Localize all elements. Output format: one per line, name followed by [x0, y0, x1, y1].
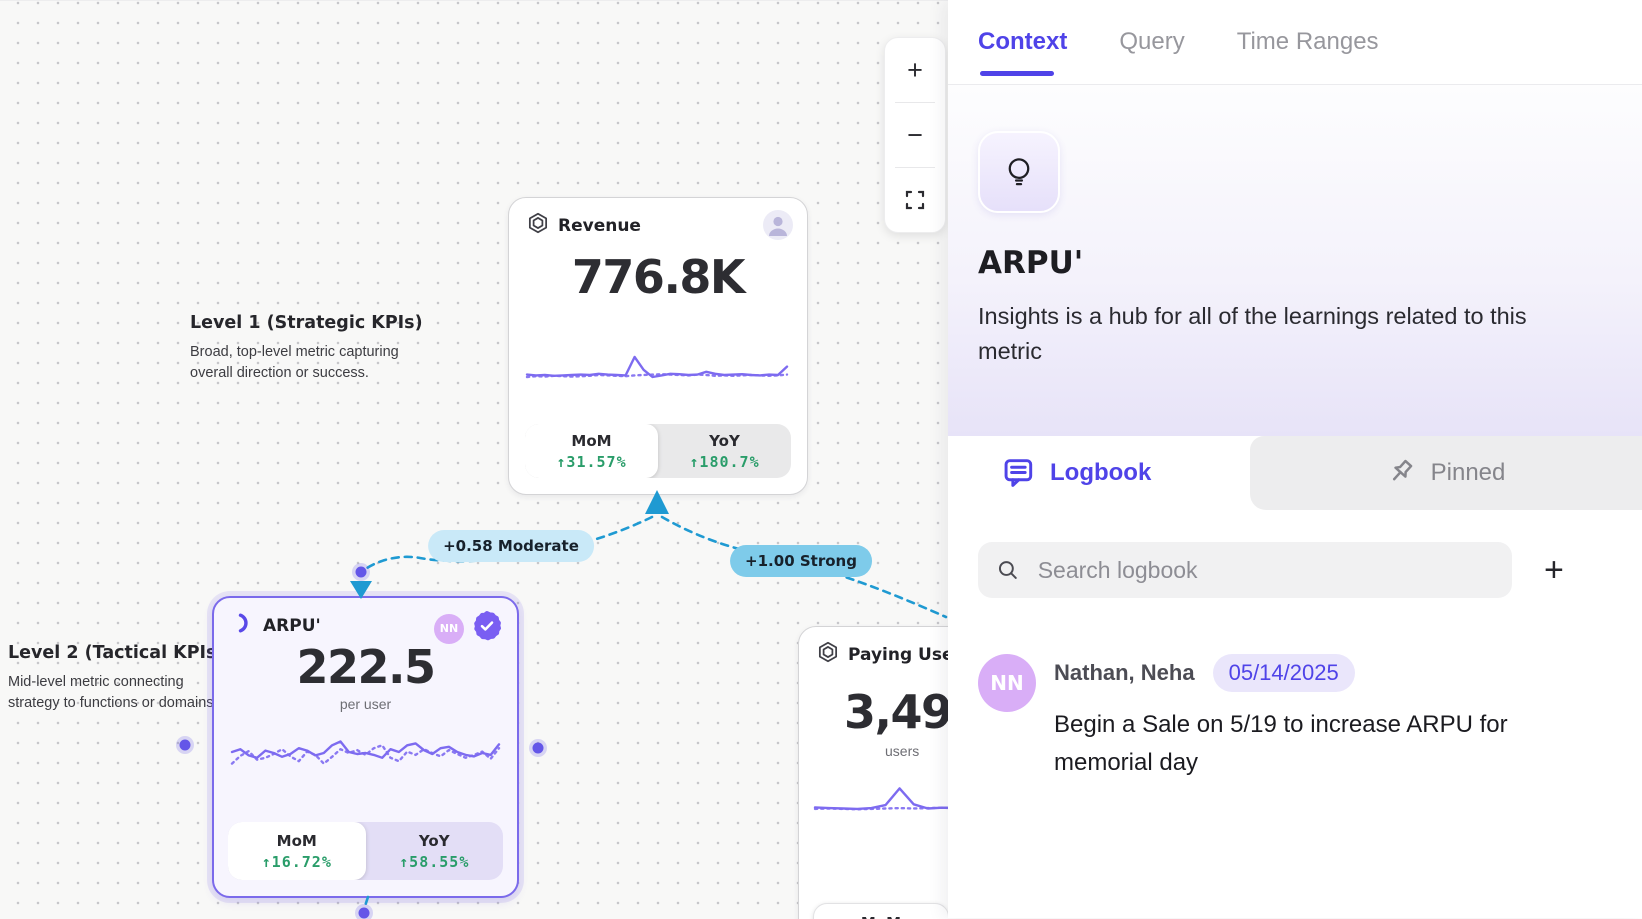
- card-title: Revenue: [558, 216, 641, 236]
- crescent-icon: [232, 612, 254, 639]
- mom-value: ↑16.72%: [262, 853, 332, 871]
- metric-card-arpu[interactable]: ARPU' NN 222.5 per user MoM ↑16.72% YoY …: [212, 596, 519, 898]
- tab-pinned[interactable]: Pinned: [1250, 436, 1642, 510]
- panel-tab-bar: Context Query Time Ranges: [948, 0, 1642, 85]
- metric-title: ARPU': [978, 245, 1612, 281]
- entry-date-badge: 05/14/2025: [1213, 654, 1355, 692]
- edge-arpu-down: [364, 897, 368, 910]
- mom-segment[interactable]: MoM ↑12.72%: [814, 904, 948, 919]
- mom-segment[interactable]: MoM ↑31.57%: [525, 424, 658, 478]
- yoy-segment[interactable]: YoY ↑180.7%: [658, 424, 791, 478]
- level-1-title: Level 1 (Strategic KPIs): [190, 313, 423, 333]
- card-value: 222.5: [214, 640, 517, 694]
- logbook-search-row: +: [978, 542, 1612, 598]
- metric-canvas[interactable]: Level 1 (Strategic KPIs) Broad, top-leve…: [0, 0, 948, 919]
- add-entry-button[interactable]: +: [1538, 553, 1570, 587]
- tab-query[interactable]: Query: [1119, 0, 1184, 84]
- tab-context[interactable]: Context: [978, 0, 1067, 84]
- fit-view-icon: [905, 190, 925, 210]
- tab-logbook[interactable]: Logbook: [1003, 457, 1151, 489]
- level-2-label: Level 2 (Tactical KPIs) Mid-level metric…: [8, 643, 224, 714]
- search-input[interactable]: [1036, 556, 1494, 585]
- metric-icon-tile: [978, 131, 1060, 213]
- yoy-value: ↑180.7%: [689, 453, 759, 471]
- hexagon-icon: [527, 212, 549, 239]
- correlation-label-strong: +1.00 Strong: [730, 545, 872, 577]
- sparkline-chart: [525, 340, 789, 388]
- yoy-value: ↑58.55%: [399, 853, 469, 871]
- entry-author: Nathan, Neha: [1054, 660, 1195, 686]
- fit-view-button[interactable]: [885, 168, 945, 232]
- level-2-description: Mid-level metric connecting strategy to …: [8, 672, 220, 714]
- mom-segment[interactable]: MoM ↑16.72%: [228, 822, 366, 880]
- logbook-entry: NN Nathan, Neha 05/14/2025 Begin a Sale …: [978, 654, 1612, 782]
- entry-avatar: NN: [978, 654, 1036, 712]
- card-value: 776.8K: [509, 250, 807, 304]
- level-1-description: Broad, top-level metric capturing overal…: [190, 342, 422, 384]
- period-toggle: MoM ↑12.72%: [813, 903, 948, 919]
- card-value: 3,49: [844, 685, 948, 739]
- zoom-toolbar: + −: [884, 37, 946, 233]
- mom-label: MoM: [861, 914, 901, 919]
- connector-dot: [533, 743, 544, 754]
- level-1-label: Level 1 (Strategic KPIs) Broad, top-leve…: [190, 313, 423, 384]
- yoy-label: YoY: [419, 832, 450, 850]
- card-unit: users: [885, 743, 919, 759]
- context-panel: Context Query Time Ranges ARPU' Insights…: [948, 0, 1642, 918]
- yoy-label: YoY: [709, 432, 740, 450]
- mom-label: MoM: [571, 432, 611, 450]
- hexagon-icon: [817, 641, 839, 668]
- logbook-tab-bar: Logbook Pinned: [948, 436, 1642, 510]
- mom-label: MoM: [277, 832, 317, 850]
- card-title: Paying Users': [848, 645, 948, 665]
- period-toggle: MoM ↑16.72% YoY ↑58.55%: [228, 822, 503, 880]
- yoy-segment[interactable]: YoY ↑58.55%: [366, 822, 504, 880]
- period-toggle: MoM ↑31.57% YoY ↑180.7%: [525, 424, 791, 478]
- lightbulb-icon: [1001, 154, 1037, 190]
- entry-message: Begin a Sale on 5/19 to increase ARPU fo…: [1054, 706, 1534, 782]
- owner-avatar-icon: [763, 210, 793, 240]
- search-icon: [996, 557, 1020, 583]
- metric-card-revenue[interactable]: Revenue 776.8K MoM ↑31.57% YoY ↑180.7%: [508, 197, 808, 495]
- metric-header: ARPU' Insights is a hub for all of the l…: [948, 85, 1642, 436]
- zoom-out-button[interactable]: −: [885, 103, 945, 167]
- logbook-label: Logbook: [1050, 459, 1151, 487]
- connector-dot: [359, 908, 370, 919]
- card-unit: per user: [214, 696, 517, 712]
- mom-value: ↑31.57%: [556, 453, 626, 471]
- logbook-icon: [1003, 457, 1035, 489]
- tab-time-ranges[interactable]: Time Ranges: [1237, 0, 1379, 84]
- user-avatar: NN: [434, 614, 464, 644]
- card-title: ARPU': [263, 616, 321, 636]
- connector-dot: [356, 567, 367, 578]
- zoom-in-button[interactable]: +: [885, 38, 945, 102]
- connector-dot: [180, 740, 191, 751]
- pin-icon: [1387, 458, 1417, 488]
- pinned-label: Pinned: [1431, 459, 1506, 487]
- sparkline-chart: [813, 775, 948, 821]
- metric-card-paying-users[interactable]: Paying Users' 3,49 users MoM ↑12.72%: [798, 626, 948, 919]
- search-box[interactable]: [978, 542, 1512, 598]
- correlation-label-moderate: +0.58 Moderate: [428, 530, 594, 562]
- metric-description: Insights is a hub for all of the learnin…: [978, 299, 1558, 369]
- sparkline-chart: [230, 724, 501, 780]
- level-2-title: Level 2 (Tactical KPIs): [8, 643, 224, 663]
